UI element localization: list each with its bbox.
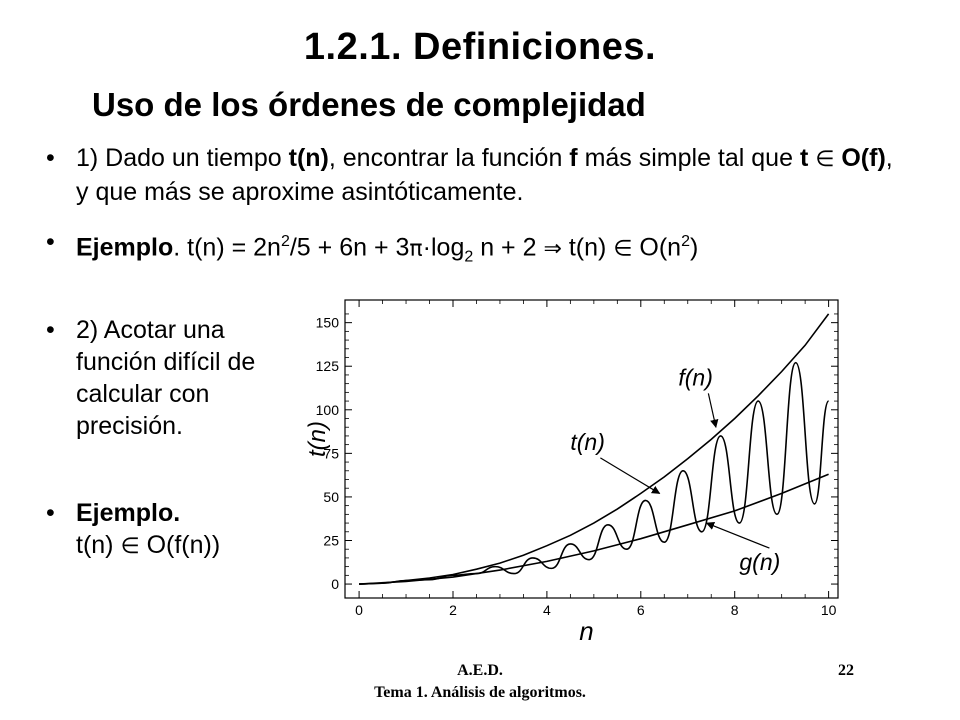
annotation-arrow-gn [705, 521, 770, 549]
implies-symbol: ⇒ [543, 236, 562, 262]
x-tick-label: 10 [821, 602, 837, 618]
y-tick-label: 150 [316, 315, 340, 331]
page-number: 22 [838, 662, 854, 679]
y-tick-label: 50 [323, 489, 339, 505]
y-axis-label: t(n) [304, 421, 331, 457]
text-run: . t(n) = 2n [173, 233, 281, 262]
text-run: más simple tal que [577, 144, 800, 172]
bullet-dot: • [46, 228, 55, 256]
text-run: O(f(n)) [139, 531, 221, 559]
text-run: ·log [422, 233, 465, 262]
annotation-arrow-fn [707, 393, 719, 429]
text-run-bold: f [569, 144, 578, 172]
text-run: O(n [632, 233, 682, 262]
bullet-dot: • [46, 316, 55, 344]
bullet-item-3: • 2) Acotar una función difícil de calcu… [46, 314, 296, 442]
text-run: , encontrar la función [328, 144, 570, 172]
bullet-item-1: • 1) Dado un tiempo t(n), encontrar la f… [46, 142, 896, 208]
footer-topic: Tema 1. Análisis de algoritmos. [374, 684, 586, 701]
series-fn-line [359, 313, 830, 585]
element-of-symbol: ∈ [613, 236, 633, 262]
superscript: 2 [681, 233, 690, 250]
text-run: 2) Acotar una función difícil de calcula… [76, 316, 256, 440]
annotation-label-gn: g(n) [739, 549, 780, 575]
annotation-arrow-tn [600, 457, 661, 494]
text-run-bold: O(f) [841, 144, 886, 172]
element-of-symbol: ∈ [815, 147, 835, 172]
slide-subtitle: Uso de los órdenes de complejidad [92, 86, 646, 123]
x-tick-label: 8 [731, 602, 739, 618]
footer-course: A.E.D. [457, 662, 503, 679]
pi-symbol: π [409, 236, 423, 262]
y-tick-label: 75 [323, 445, 339, 461]
x-tick-label: 4 [543, 602, 551, 618]
annotation-label-fn: f(n) [678, 364, 713, 390]
x-axis-label: n [579, 616, 593, 640]
plot-frame [344, 299, 839, 599]
text-run-bold: Ejemplo. [76, 499, 181, 527]
text-run: 1) Dado un tiempo [76, 144, 289, 172]
x-tick-label: 2 [449, 602, 457, 618]
annotation-label-tn: t(n) [570, 429, 605, 455]
superscript: 2 [280, 233, 290, 250]
series-gn-line [359, 473, 829, 585]
y-tick-label: 125 [316, 358, 340, 374]
text-run: n + 2 [473, 233, 544, 262]
text-run: t(n) [561, 233, 614, 262]
text-run: ) [690, 233, 699, 262]
series-tn-line [359, 361, 830, 585]
text-run: /5 + 6n + 3 [289, 233, 410, 262]
text-run-bold: Ejemplo [76, 233, 174, 262]
text-run-bold: t [799, 144, 809, 172]
bullet-dot: • [46, 144, 55, 172]
text-run-bold: t(n) [288, 144, 329, 172]
text-run: , y que más se aproxime asintóticamente. [76, 144, 893, 206]
bullet-item-4: • Ejemplo. t(n) ∈ O(f(n)) [46, 497, 296, 563]
x-tick-label: 0 [355, 602, 363, 618]
bullet-dot: • [46, 499, 55, 527]
slide-title: 1.2.1. Definiciones. [303, 26, 657, 68]
y-tick-label: 0 [331, 576, 339, 592]
y-tick-label: 25 [323, 532, 339, 548]
subscript: 2 [464, 248, 474, 266]
x-tick-label: 6 [637, 602, 645, 618]
text-run: t(n) [76, 531, 121, 559]
bullet-item-2: • Ejemplo. t(n) = 2n2/5 + 6n + 3π·log2 n… [46, 226, 936, 273]
y-tick-label: 100 [316, 402, 340, 418]
element-of-symbol: ∈ [120, 534, 140, 559]
